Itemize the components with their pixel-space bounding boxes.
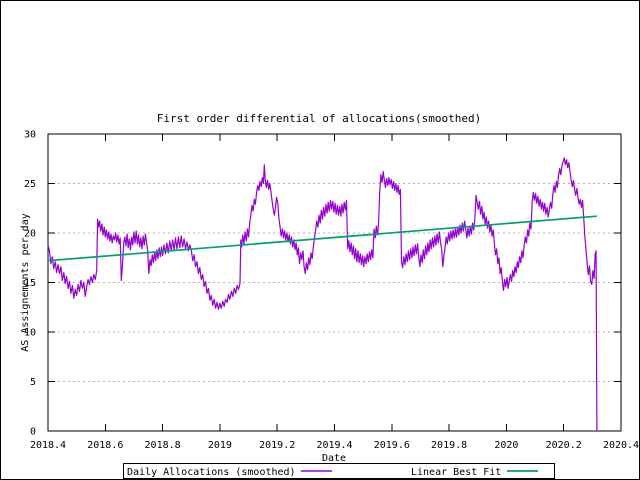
x-ticks	[47, 134, 622, 431]
y-tick-label: 10	[24, 328, 36, 339]
y-tick-label: 5	[30, 377, 36, 388]
x-tick-label: 2020.4	[603, 440, 639, 451]
chart-title: First order differential of allocations(…	[157, 112, 482, 125]
daily-allocations-line	[47, 157, 598, 432]
y-tick-label: 15	[24, 278, 36, 289]
y-axis-label: AS Assignements per day	[20, 213, 31, 351]
y-tick-label: 20	[24, 229, 36, 240]
x-axis-label: Date	[322, 453, 346, 464]
x-tick-label: 2018.8	[145, 440, 181, 451]
legend: Daily Allocations (smoothed) Linear Best…	[123, 463, 555, 479]
linear-best-fit-line	[47, 215, 597, 262]
series-lines	[47, 157, 598, 432]
x-tick-label: 2020.2	[546, 440, 582, 451]
x-tick-label: 2018.6	[87, 440, 123, 451]
x-tick-label: 2019	[208, 440, 232, 451]
x-tick-labels: 2018.4 2018.6 2018.8 2019 2019.2 2019.4 2019.6…	[30, 440, 639, 451]
x-tick-label: 2020	[494, 440, 518, 451]
x-tick-label: 2019.2	[259, 440, 295, 451]
y-tick-label: 0	[30, 427, 36, 438]
x-tick-label: 2018.4	[30, 440, 66, 451]
x-tick-label: 2019.8	[431, 440, 467, 451]
y-ticks	[48, 133, 621, 432]
y-tick-labels: 0 5 10 15 20 25 30	[24, 130, 36, 438]
legend-label-linear-best-fit: Linear Best Fit	[411, 467, 501, 478]
x-tick-label: 2019.6	[374, 440, 410, 451]
legend-entry-daily-allocations: Daily Allocations (smoothed)	[127, 467, 332, 478]
legend-entry-linear-best-fit: Linear Best Fit	[411, 467, 538, 478]
legend-label-daily-allocations: Daily Allocations (smoothed)	[127, 467, 296, 478]
y-tick-label: 30	[24, 130, 36, 141]
legend-box	[123, 463, 555, 479]
gridlines	[48, 183, 621, 382]
y-tick-label: 25	[24, 179, 36, 190]
x-tick-label: 2019.4	[316, 440, 352, 451]
